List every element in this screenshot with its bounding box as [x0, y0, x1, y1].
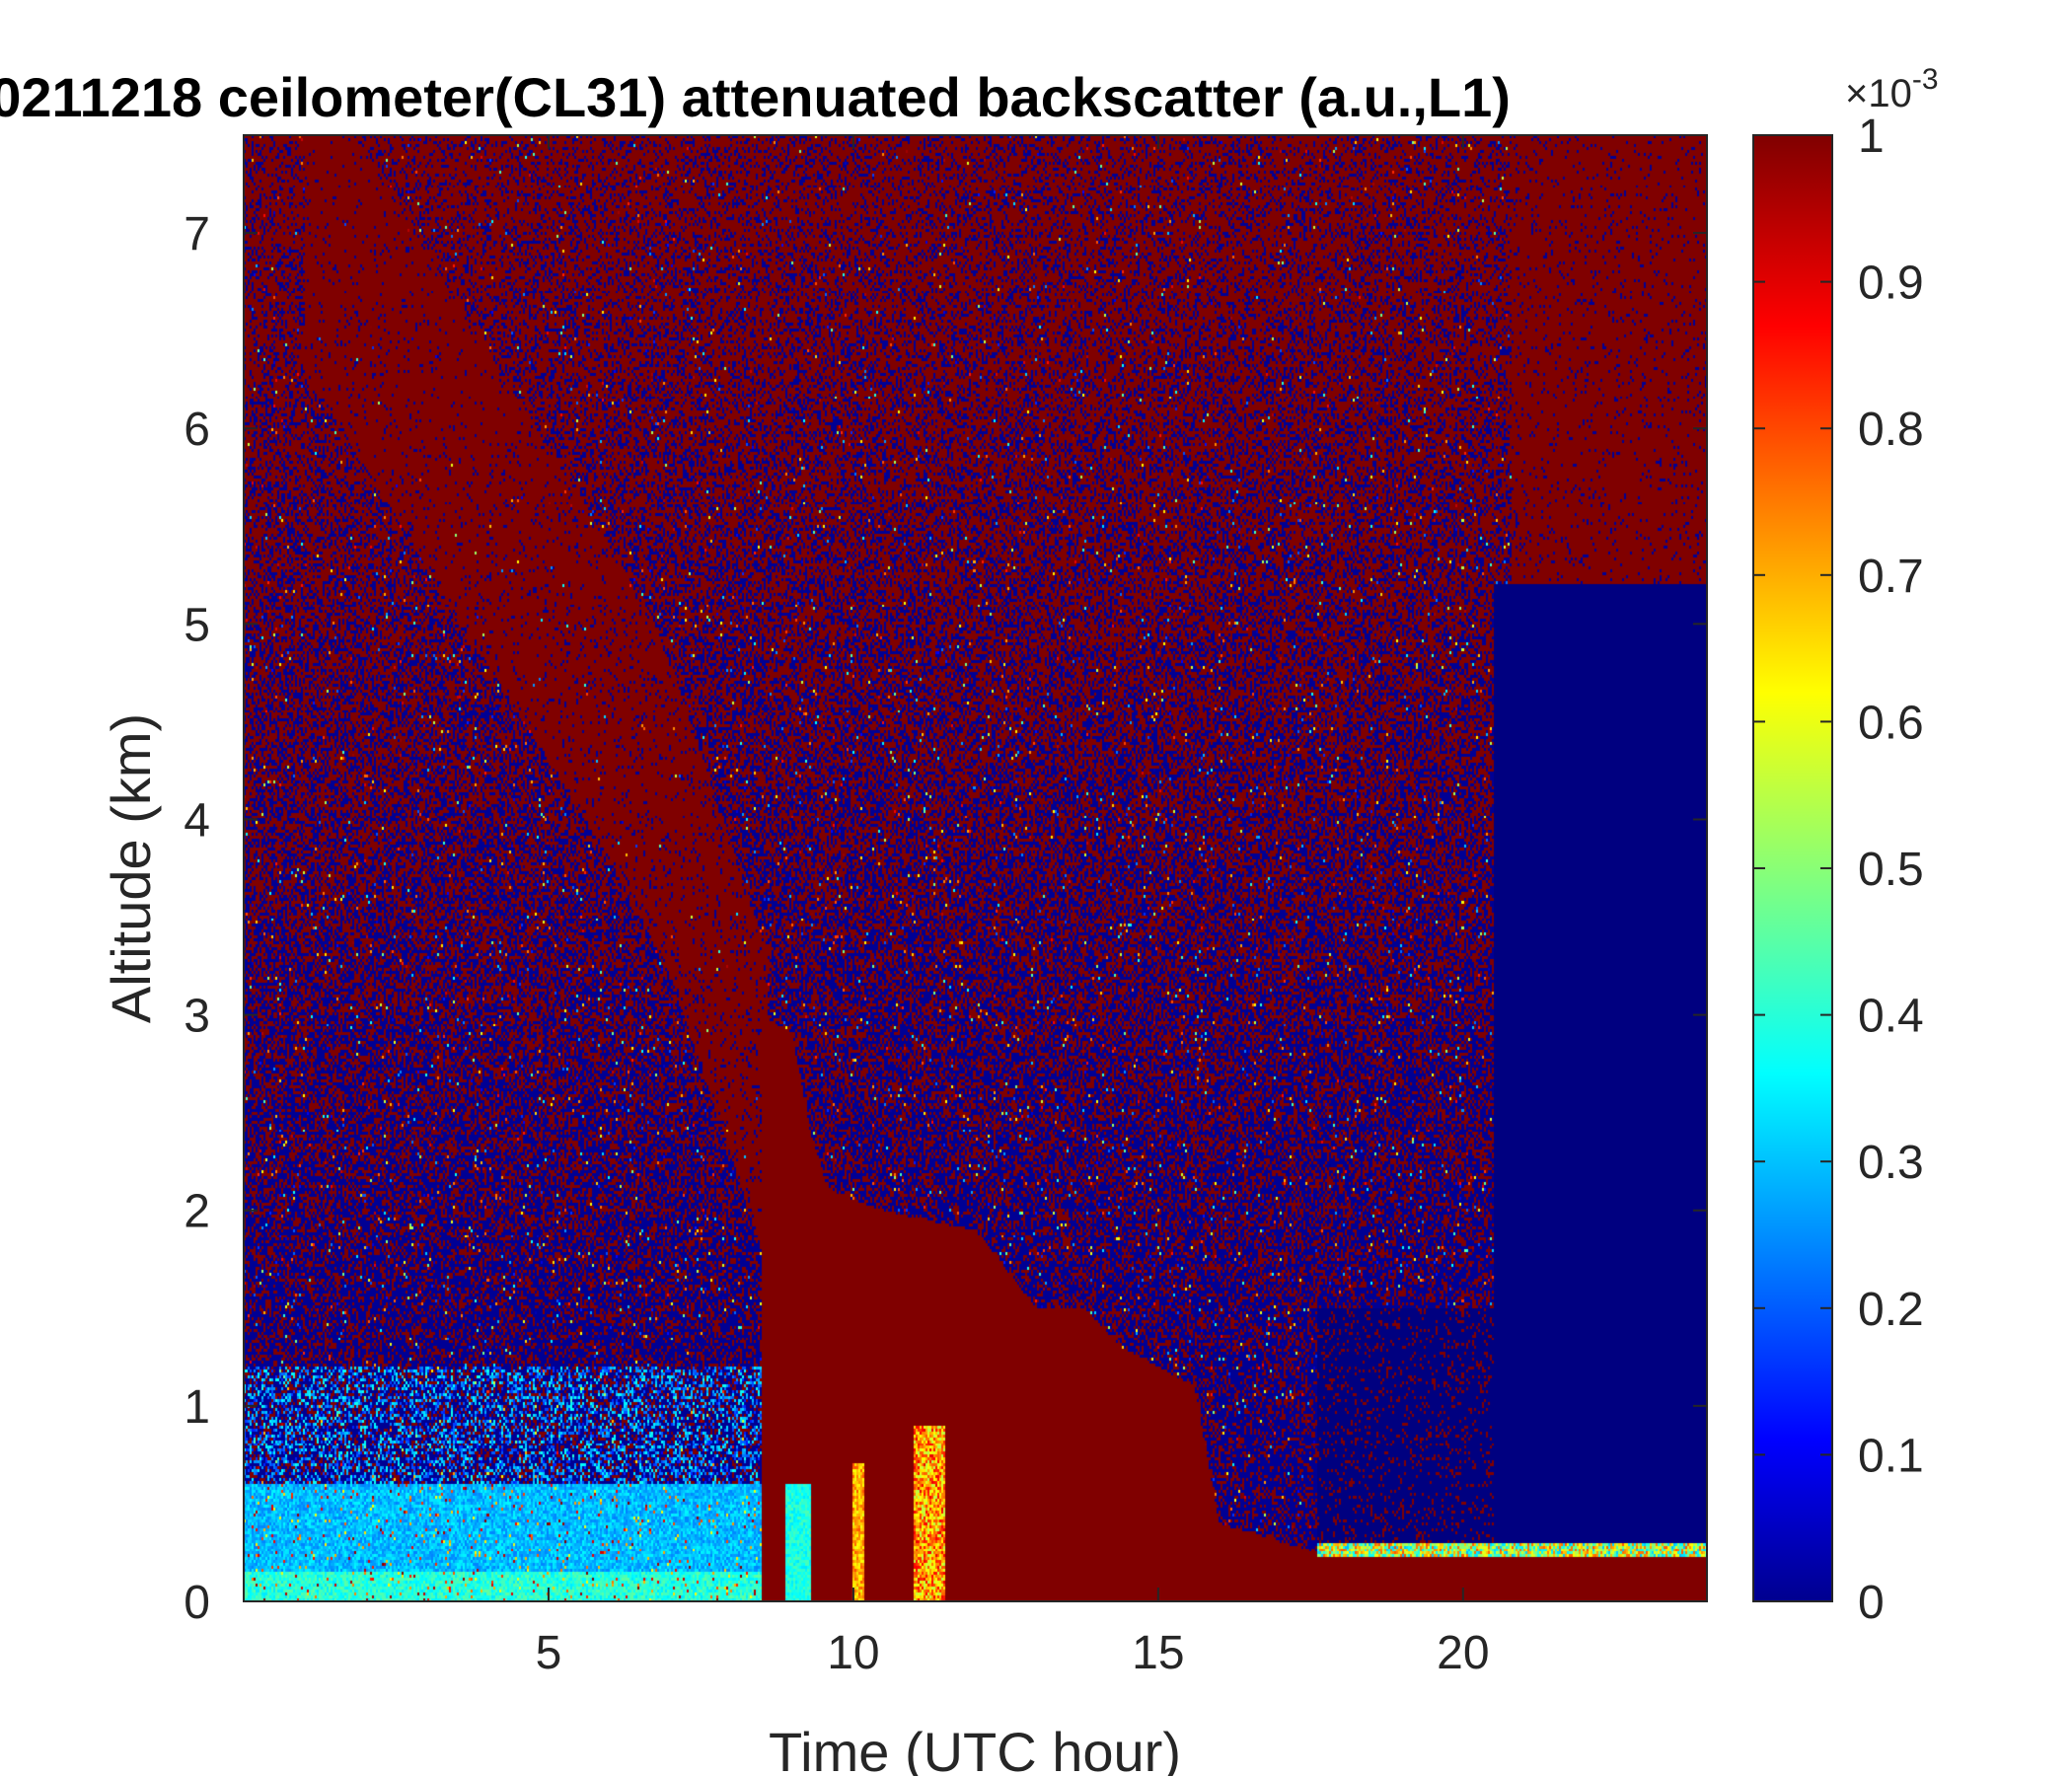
- y-tick-label: 7: [184, 208, 210, 260]
- y-tick-label: 5: [184, 599, 210, 651]
- colorbar-tick-label: 0.8: [1858, 404, 1924, 456]
- plot-area: [243, 134, 1708, 1602]
- colorbar-multiplier: ×10-3: [1845, 63, 1939, 115]
- x-tick-label: 10: [827, 1627, 879, 1679]
- colorbar-tick-label: 0.2: [1858, 1284, 1924, 1336]
- x-axis: 5 10 15 20: [536, 135, 1490, 1679]
- colorbar-tick-label: 0.6: [1858, 697, 1924, 749]
- x-tick-label: 15: [1132, 1627, 1184, 1679]
- y-tick-label: 2: [184, 1186, 210, 1238]
- x-axis-label: Time (UTC hour): [769, 1721, 1181, 1776]
- y-tick-label: 1: [184, 1381, 210, 1434]
- colorbar-multiplier-base: ×10: [1845, 72, 1912, 115]
- colorbar: 0 0.1 0.2 0.3 0.4 0.5 0.6 0.7 0.8 0.9 1 ×10-3: [1752, 63, 1939, 1629]
- colorbar-tick-label: 0.9: [1858, 258, 1924, 310]
- colorbar-tick-label: 0.1: [1858, 1430, 1924, 1482]
- chart-title: 20211218 ceilometer(CL31) attenuated bac…: [0, 66, 1511, 128]
- colorbar-tick-label: 0.7: [1858, 551, 1924, 603]
- colorbar-tick-label: 0.4: [1858, 991, 1924, 1043]
- colorbar-tick-label: 0.5: [1858, 844, 1924, 896]
- colorbar-multiplier-exponent: -3: [1912, 63, 1939, 96]
- y-tick-label: 3: [184, 991, 210, 1043]
- backscatter-heatmap: [244, 135, 1707, 1601]
- colorbar-ticks: 0 0.1 0.2 0.3 0.4 0.5 0.6 0.7 0.8 0.9 1: [1753, 111, 1924, 1629]
- x-tick-label: 20: [1437, 1627, 1489, 1679]
- y-axis-label: Altitude (km): [100, 713, 162, 1023]
- colorbar-tick-label: 1: [1858, 111, 1885, 163]
- plot-frame: [243, 134, 1708, 1602]
- colorbar-tick-label: 0: [1858, 1577, 1885, 1629]
- y-tick-label: 0: [184, 1577, 210, 1629]
- colorbar-tick-label: 0.3: [1858, 1137, 1924, 1189]
- y-tick-label: 4: [184, 794, 210, 847]
- y-axis: 0 1 2 3 4 5 6 7: [184, 208, 1707, 1629]
- y-tick-label: 6: [184, 404, 210, 456]
- x-tick-label: 5: [536, 1627, 562, 1679]
